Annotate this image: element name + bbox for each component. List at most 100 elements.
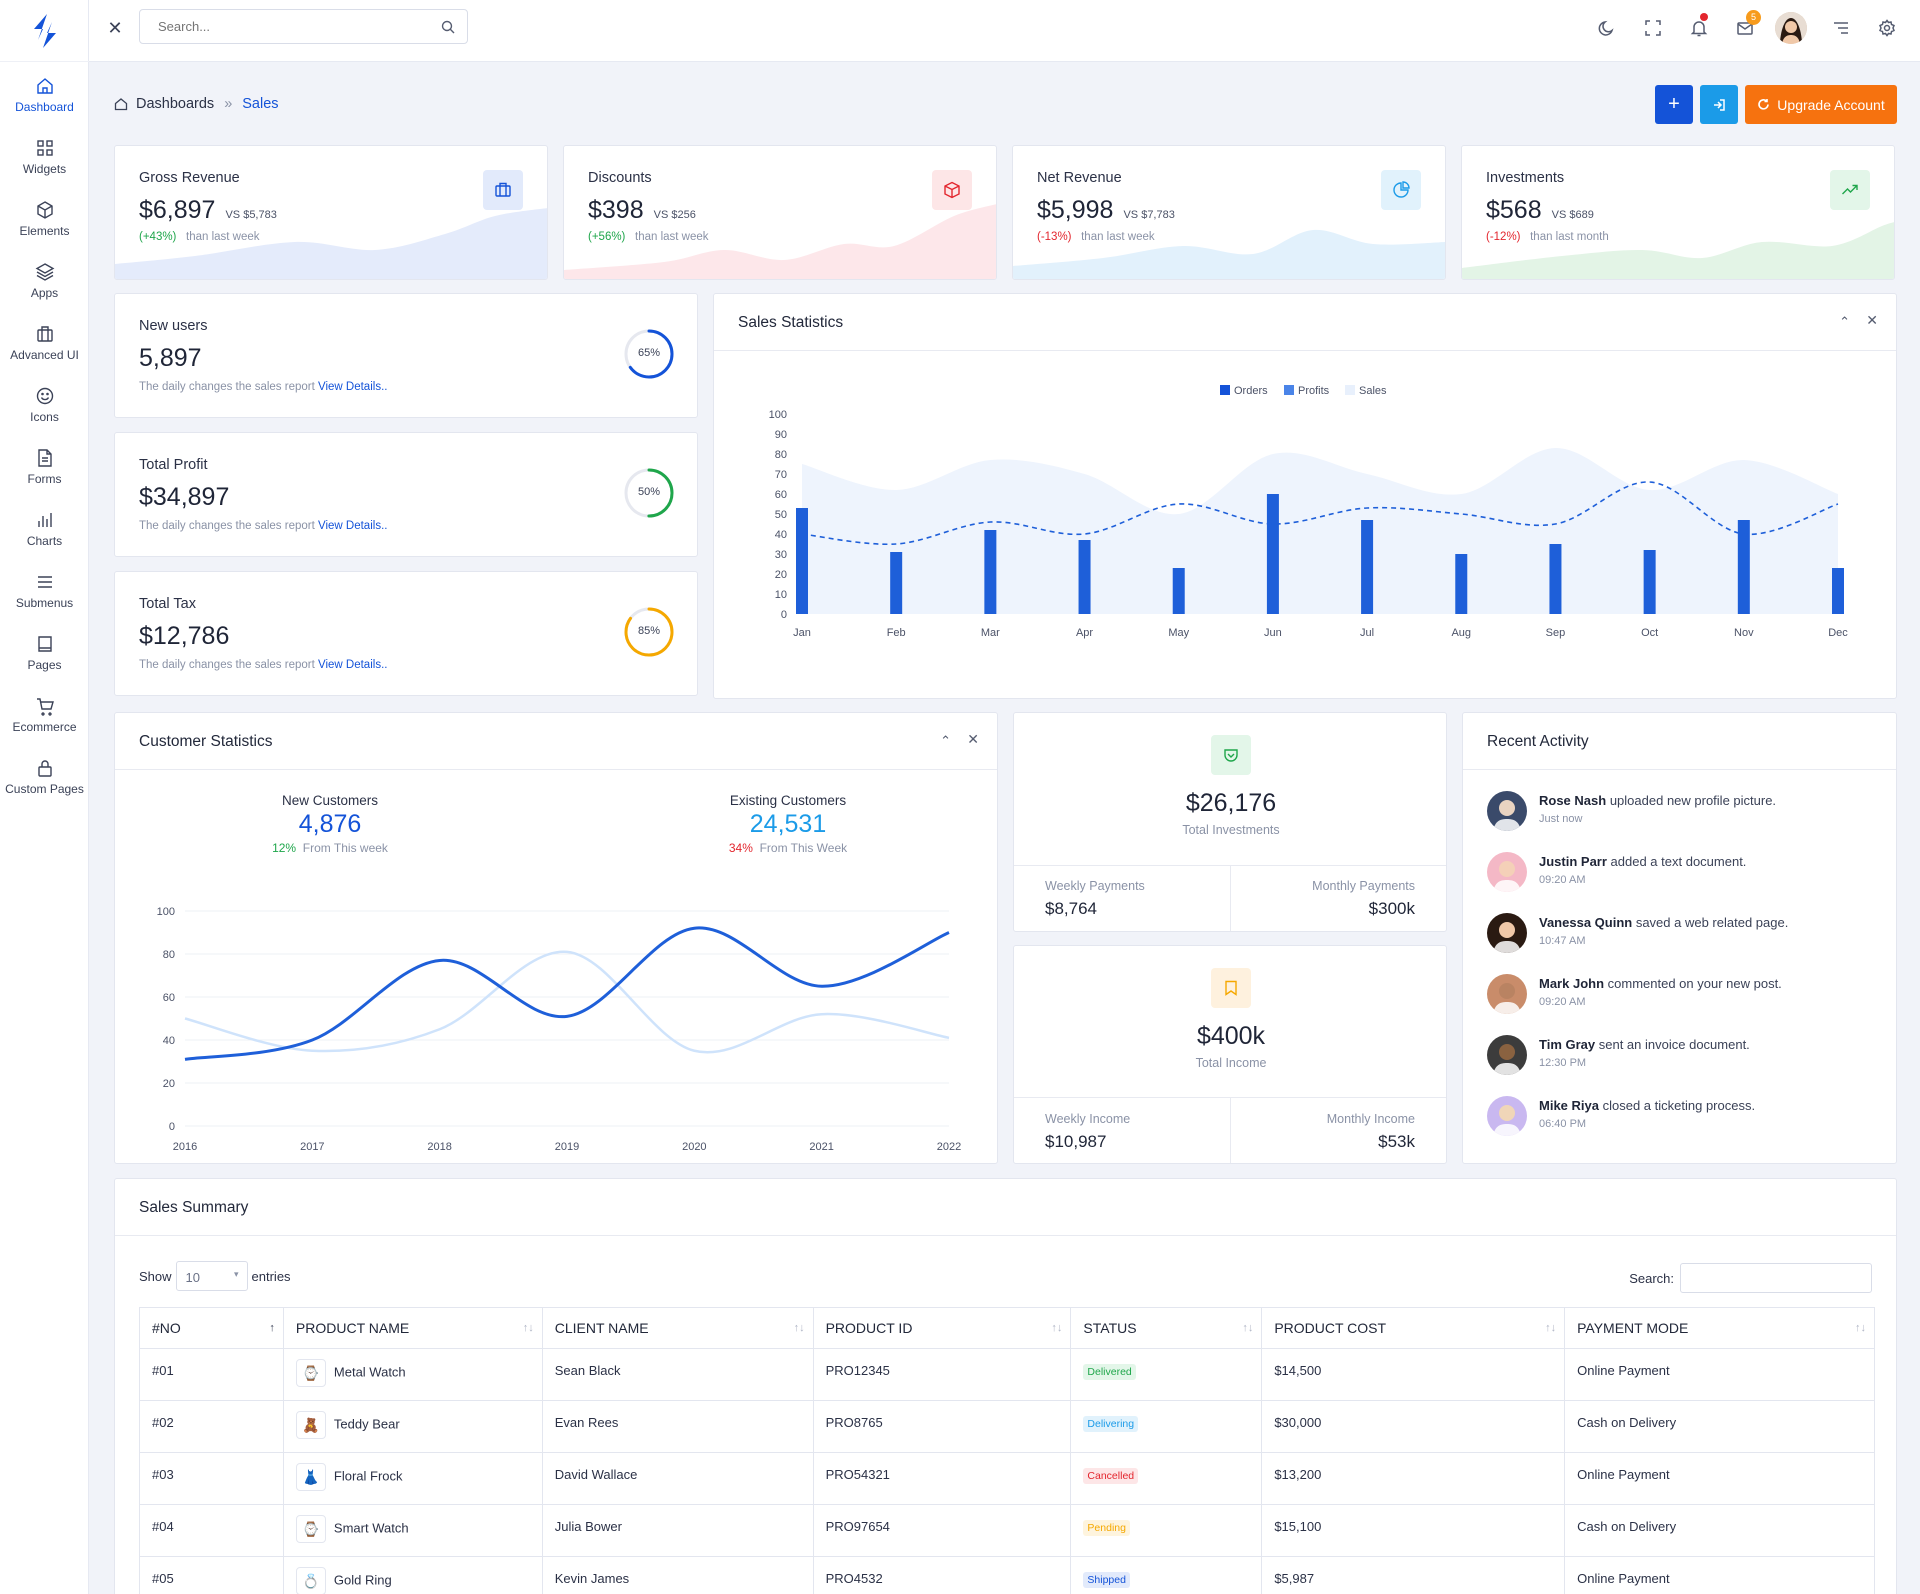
legend-label-profits[interactable]: Profits: [1298, 385, 1330, 397]
close-icon[interactable]: ✕: [967, 731, 979, 747]
activity-user[interactable]: Mike Riya: [1539, 1098, 1599, 1113]
column-header-product-name[interactable]: PRODUCT NAME ↑↓: [282, 1307, 543, 1349]
file-icon: [37, 449, 52, 467]
sales-chart: Orders Profits Sales 0 10 20 30 40 50 60 70 80 90 100…: [769, 385, 1848, 639]
sidebar-item-apps[interactable]: Apps: [0, 262, 89, 324]
activity-user[interactable]: Vanessa Quinn: [1539, 915, 1633, 930]
fullscreen-icon[interactable]: [1641, 16, 1665, 40]
topbar: ✕ 5: [89, 0, 1920, 62]
bar-orders-jan[interactable]: [796, 508, 808, 614]
user-avatar[interactable]: [1775, 12, 1807, 44]
bar-orders-sep[interactable]: [1549, 544, 1562, 614]
sidebar-item-advanced-ui[interactable]: Advanced UI: [0, 324, 89, 386]
stat-note: The daily changes the sales report: [139, 520, 315, 532]
activity-action: sent an invoice document.: [1598, 1037, 1750, 1052]
search-icon[interactable]: [441, 20, 455, 34]
activity-user[interactable]: Justin Parr: [1539, 854, 1607, 869]
product-name: Metal Watch: [333, 1364, 406, 1380]
sidebar-item-submenus[interactable]: Submenus: [0, 572, 89, 634]
product-name: Floral Frock: [333, 1468, 403, 1484]
bar-orders-aug[interactable]: [1455, 554, 1468, 614]
sidebar-item-charts[interactable]: Charts: [0, 510, 89, 572]
activity-user[interactable]: Rose Nash: [1539, 793, 1607, 808]
cell-product-id: PRO54321: [812, 1452, 1072, 1505]
column-header-product-id[interactable]: PRODUCT ID ↑↓: [812, 1307, 1072, 1349]
close-icon[interactable]: ✕: [1866, 312, 1878, 328]
sort-icon: ↑: [269, 1322, 275, 1334]
existing-customers-pct: 34%: [728, 841, 753, 855]
activity-avatar[interactable]: [1487, 974, 1527, 1014]
stat-label: Total Tax: [139, 596, 196, 612]
collapse-icon[interactable]: ⌃: [940, 733, 951, 748]
stat-value: $34,897: [139, 483, 230, 511]
entries-select[interactable]: 10 ▾: [175, 1261, 248, 1291]
stat-card-new-users: New users 5,897 The daily changes the sale…: [114, 293, 698, 418]
sidebar-item-ecommerce[interactable]: Ecommerce: [0, 696, 89, 758]
sidebar-item-widgets[interactable]: Widgets: [0, 138, 89, 200]
dark-mode-icon[interactable]: [1595, 16, 1619, 40]
sidebar-item-pages[interactable]: Pages: [0, 634, 89, 696]
activity-avatar[interactable]: [1487, 852, 1527, 892]
home-icon: [36, 78, 53, 94]
menu-lines-icon[interactable]: [1829, 16, 1853, 40]
table-row[interactable]: #03 👗 Floral Frock David Wallace PRO54321 Can…: [139, 1452, 1875, 1505]
column-header-client-name[interactable]: CLIENT NAME ↑↓: [541, 1307, 814, 1349]
show-label: Show: [139, 1268, 172, 1284]
table-row[interactable]: #05 💍 Gold Ring Kevin James PRO4532 Shipped $5…: [139, 1556, 1875, 1594]
kpi-value-row: $6,897 VS $5,783: [139, 196, 277, 225]
table-search-input[interactable]: [1680, 1263, 1872, 1293]
table-row[interactable]: #04 ⌚ Smart Watch Julia Bower PRO97654 Pendin…: [139, 1504, 1875, 1557]
activity-avatar[interactable]: [1487, 913, 1527, 953]
activity-user[interactable]: Tim Gray: [1539, 1037, 1596, 1052]
sidebar-item-custom-pages[interactable]: Custom Pages: [0, 758, 89, 820]
legend-label-sales[interactable]: Sales: [1359, 385, 1387, 397]
column-header-product-cost[interactable]: PRODUCT COST ↑↓: [1261, 1307, 1566, 1349]
column-header-payment-mode[interactable]: PAYMENT MODE ↑↓: [1564, 1307, 1875, 1349]
close-sidebar-icon[interactable]: ✕: [107, 18, 123, 38]
activity-avatar[interactable]: [1487, 791, 1527, 831]
bar-orders-nov[interactable]: [1737, 520, 1750, 614]
activity-avatar[interactable]: [1487, 1035, 1527, 1075]
sidebar-item-dashboard[interactable]: Dashboard: [0, 76, 89, 138]
table-row[interactable]: #01 ⌚ Metal Watch Sean Black PRO12345 Deliver…: [139, 1348, 1875, 1401]
add-button[interactable]: +: [1655, 85, 1693, 124]
bar-orders-jul[interactable]: [1361, 520, 1374, 614]
entries-value: 10: [185, 1270, 200, 1285]
bar-orders-jun[interactable]: [1266, 494, 1279, 614]
status-badge: Delivered: [1083, 1364, 1136, 1380]
mail-icon[interactable]: 5: [1733, 10, 1761, 40]
bar-chart-icon: [37, 513, 52, 527]
search-input[interactable]: [158, 10, 428, 43]
column-header--no[interactable]: #NO ↑: [139, 1307, 284, 1349]
sidebar-item-icons[interactable]: Icons: [0, 386, 89, 448]
existing-customers-summary: Existing Customers 24,531 34% From This …: [693, 793, 883, 855]
login-button[interactable]: [1700, 85, 1738, 124]
column-header-status[interactable]: STATUS ↑↓: [1070, 1307, 1263, 1349]
bar-orders-oct[interactable]: [1643, 550, 1656, 614]
bar-orders-feb[interactable]: [890, 552, 903, 614]
box-icon: [932, 170, 972, 210]
collapse-icon[interactable]: ⌃: [1839, 314, 1850, 329]
settings-gear-icon[interactable]: [1875, 16, 1899, 40]
upgrade-account-button[interactable]: Upgrade Account: [1745, 85, 1897, 124]
legend-label-orders[interactable]: Orders: [1234, 385, 1268, 397]
activity-text: Justin Parr added a text document.: [1539, 854, 1746, 869]
x-tick-label: Jan: [793, 627, 811, 639]
bar-orders-may[interactable]: [1172, 568, 1185, 614]
sidebar-item-label: Dashboard: [15, 100, 74, 114]
notification-bell-icon[interactable]: [1687, 13, 1711, 40]
bar-orders-mar[interactable]: [984, 530, 997, 614]
breadcrumb-root[interactable]: Dashboards: [136, 96, 215, 112]
view-details-link[interactable]: View Details..: [318, 520, 388, 532]
table-row[interactable]: #02 🧸 Teddy Bear Evan Rees PRO8765 Delivering…: [139, 1400, 1875, 1453]
bar-orders-apr[interactable]: [1078, 540, 1091, 614]
sidebar-item-elements[interactable]: Elements: [0, 200, 89, 262]
brand-logo[interactable]: [0, 0, 89, 62]
activity-user[interactable]: Mark John: [1539, 976, 1605, 991]
bar-orders-dec[interactable]: [1832, 568, 1844, 614]
sidebar-item-forms[interactable]: Forms: [0, 448, 89, 510]
view-details-link[interactable]: View Details..: [318, 381, 388, 393]
activity-avatar[interactable]: [1487, 1096, 1527, 1136]
series-area-sales: [802, 447, 1838, 614]
view-details-link[interactable]: View Details..: [318, 659, 388, 671]
